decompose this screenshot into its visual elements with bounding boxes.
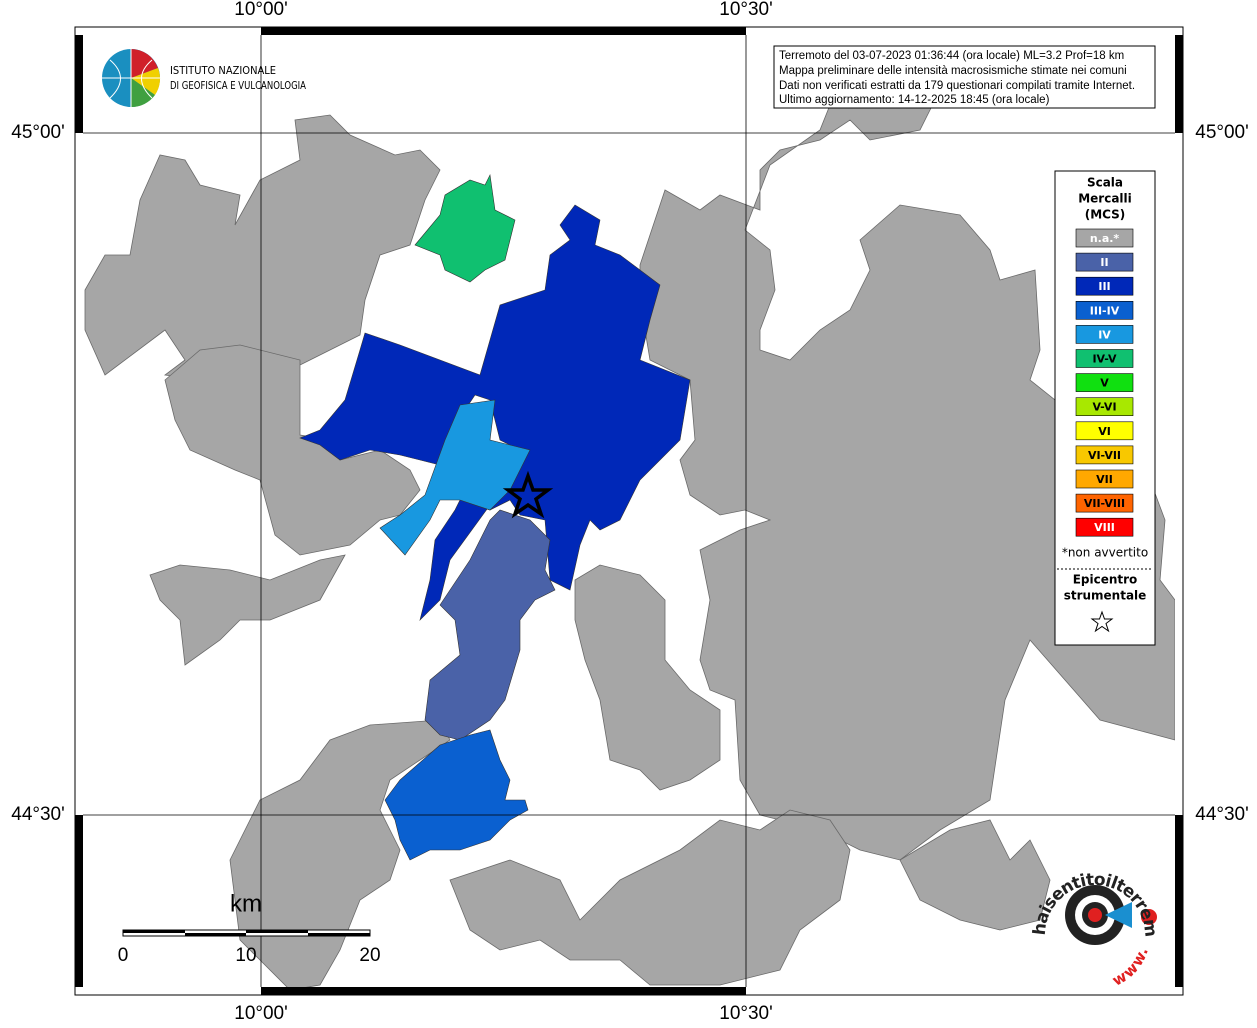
legend-swatch — [1075, 373, 1134, 392]
scale-unit: km — [230, 890, 262, 917]
scale-seg — [185, 933, 246, 936]
info-line: Terremoto del 03-07-2023 01:36:44 (ora l… — [779, 50, 1124, 62]
legend-label: V — [1100, 377, 1109, 390]
info-line: Ultimo aggiornamento: 14-12-2025 18:45 (… — [779, 94, 1050, 106]
legend-star — [1090, 610, 1114, 633]
logo-text: ISTITUTO NAZIONALE — [170, 64, 276, 77]
legend-title: Mercalli — [1078, 192, 1132, 206]
lon-label: 10°30' — [719, 1003, 773, 1024]
lat-label: 44°30' — [11, 804, 65, 825]
legend-label: VI-VII — [1088, 449, 1121, 462]
legend-swatch — [1075, 445, 1134, 465]
frame-bar — [75, 35, 83, 133]
logo-text: DI GEOFISICA E VULCANOLOGIA — [170, 79, 306, 92]
scale-label: 0 — [118, 945, 129, 966]
legend-swatch — [1075, 469, 1134, 489]
legend: Scala Mercalli (MCS) *non avvertito Epic… — [1054, 170, 1156, 646]
legend-label: VII-VIII — [1084, 497, 1125, 510]
graticule — [83, 35, 1175, 987]
legend-swatch — [1075, 493, 1134, 513]
legend-label: IV-V — [1092, 353, 1117, 366]
regions — [84, 79, 1175, 987]
scale-label: 10 — [235, 945, 256, 966]
info-lines: Terremoto del 03-07-2023 01:36:44 (ora l… — [779, 50, 1135, 106]
legend-label: n.a.* — [1090, 232, 1120, 245]
legend-label: VII — [1096, 473, 1113, 486]
municipality — [449, 809, 851, 986]
legend-note: *non avvertito — [1062, 546, 1148, 560]
municipality — [899, 819, 1051, 931]
legend-label: VI — [1098, 425, 1111, 438]
frame-bar — [1175, 35, 1183, 133]
legend-epicenter: Epicentro — [1073, 573, 1138, 587]
legend-label: VIII — [1094, 521, 1115, 534]
scale-seg — [246, 930, 308, 933]
legend-title: (MCS) — [1085, 208, 1126, 222]
municipality — [149, 554, 346, 666]
legend-label: III-IV — [1090, 304, 1120, 317]
scale-label: 20 — [359, 945, 380, 966]
epicenter-star — [502, 470, 554, 519]
lat-label: 45°00' — [1195, 122, 1249, 143]
scale-seg — [123, 930, 185, 933]
lon-label: 10°30' — [719, 0, 773, 20]
municipality-ii — [424, 509, 556, 741]
municipality — [229, 719, 451, 987]
legend-swatch — [1075, 421, 1134, 441]
frame-bar — [75, 815, 83, 987]
legend-swatch — [1075, 397, 1134, 417]
ingv-logo: ISTITUTO NAZIONALE DI GEOFISICA E VULCAN… — [102, 49, 306, 108]
scale-seg — [308, 933, 370, 936]
site-logo-beam — [1105, 902, 1132, 928]
municipality — [84, 114, 441, 381]
municipality-iv-v — [414, 174, 516, 283]
frame-bar — [261, 987, 746, 995]
legend-swatch — [1075, 349, 1134, 368]
municipality-iii — [299, 204, 691, 621]
legend-swatch — [1075, 300, 1134, 320]
info-line: Mappa preliminare delle intensità macros… — [779, 65, 1127, 77]
municipality-iv — [379, 399, 531, 556]
municipality-iii-iv — [384, 729, 529, 861]
legend-swatch — [1075, 517, 1134, 537]
info-line: Dati non verificati estratti da 179 ques… — [779, 80, 1135, 92]
legend-label: II — [1100, 256, 1108, 269]
legend-epicenter: strumentale — [1064, 589, 1147, 603]
frame-bar — [1175, 815, 1183, 987]
lon-label: 10°00' — [234, 1003, 288, 1024]
legend-label: IV — [1098, 328, 1111, 341]
site-logo-badge — [1141, 909, 1157, 925]
scale-bar: km 0 10 20 — [118, 890, 381, 966]
logo-segment — [131, 68, 161, 95]
logo-segment — [131, 78, 155, 108]
lat-label: 44°30' — [1195, 804, 1249, 825]
logo-grid — [102, 49, 160, 107]
frame-bar — [261, 27, 746, 35]
site-logo-dot — [1088, 908, 1102, 922]
legend-label: V-VI — [1092, 401, 1116, 414]
legend-swatch — [1075, 252, 1134, 272]
municipality — [574, 564, 721, 791]
legend-swatch — [1075, 228, 1134, 248]
lon-label: 10°00' — [234, 0, 288, 20]
info-box — [773, 45, 1156, 109]
logo-segment — [131, 49, 158, 78]
legend-swatch — [1075, 276, 1134, 296]
legend-label: III — [1098, 280, 1110, 293]
municipality — [164, 344, 421, 556]
legend-swatch — [1075, 325, 1134, 344]
lat-label: 45°00' — [11, 122, 65, 143]
legend-title: Scala — [1087, 176, 1123, 190]
